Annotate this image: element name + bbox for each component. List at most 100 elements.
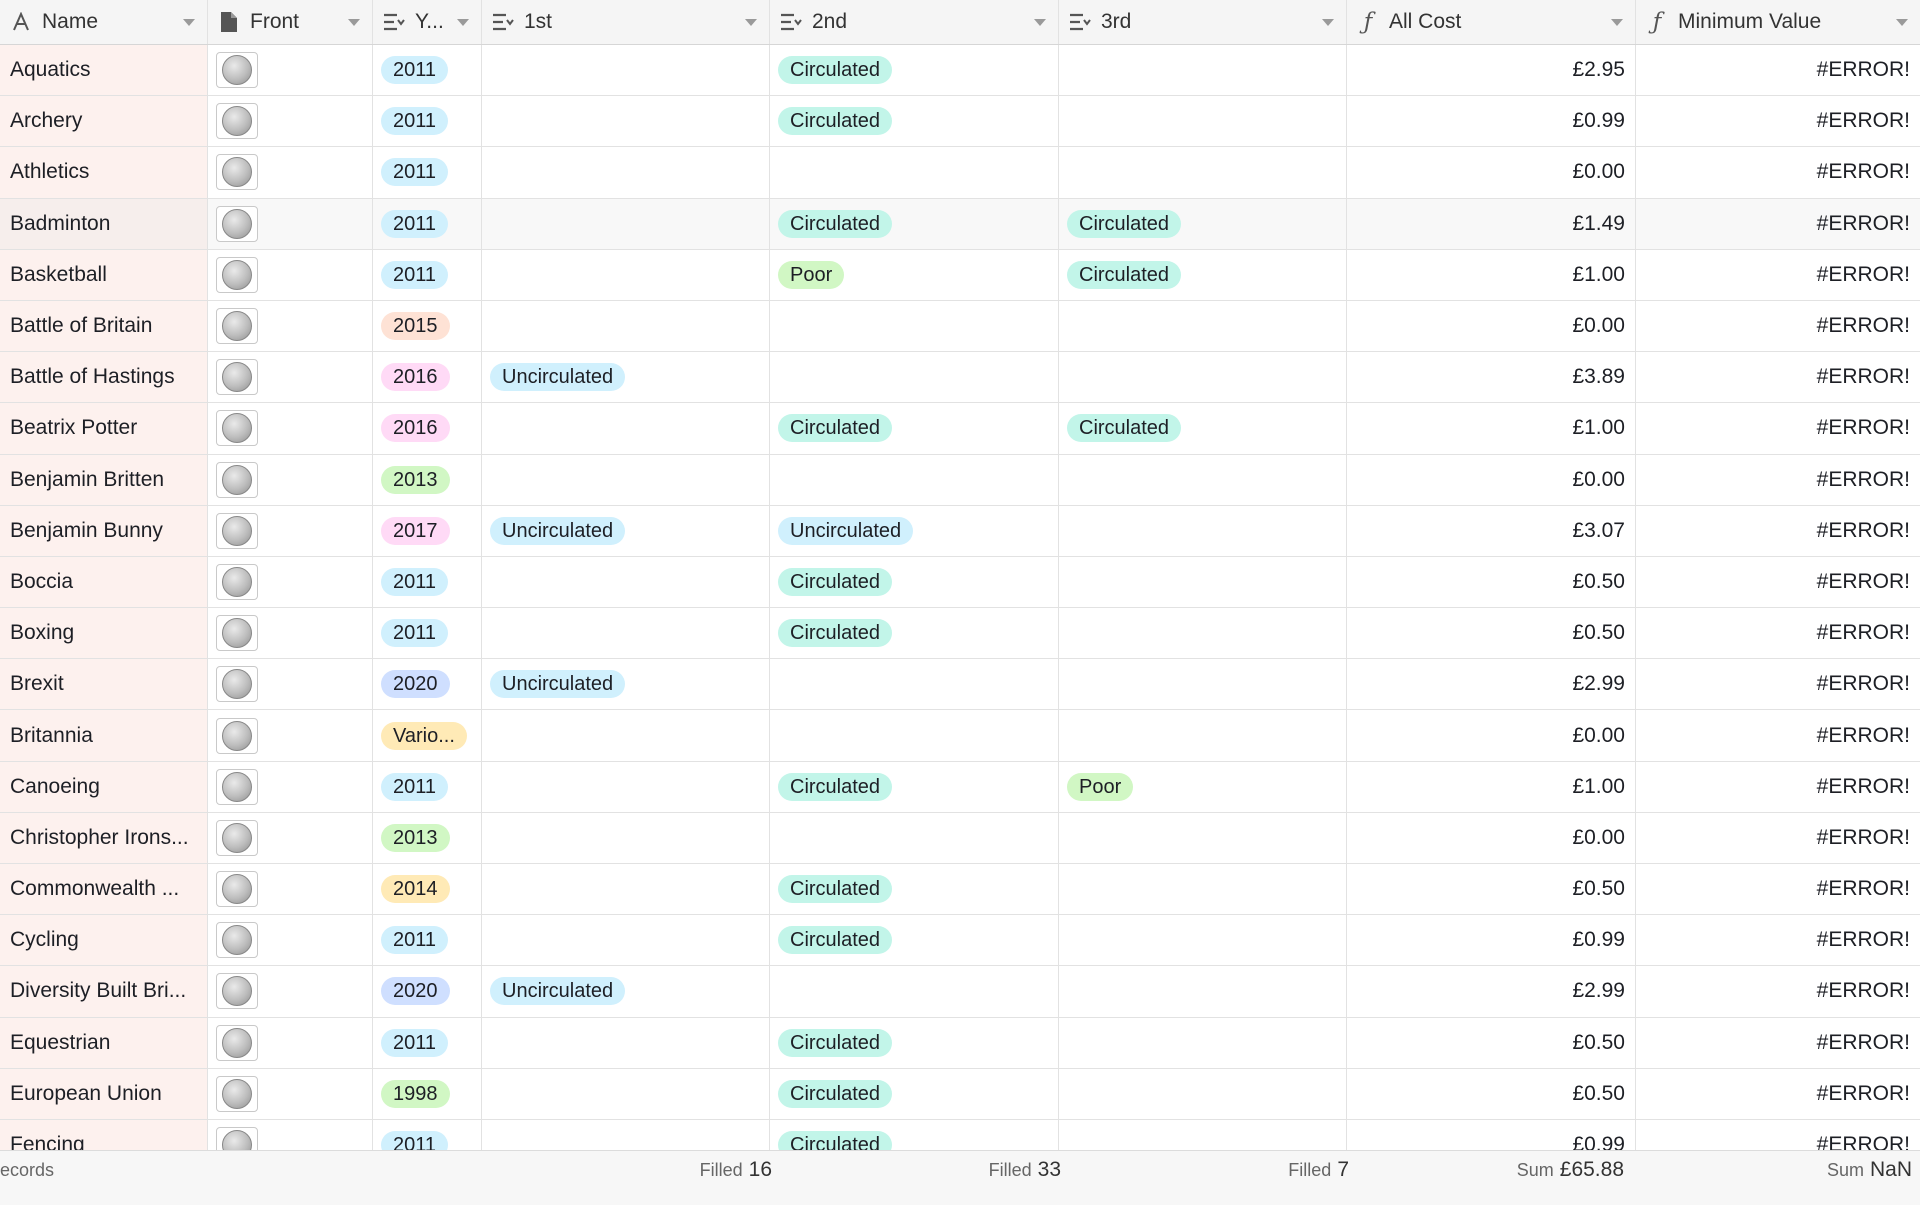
front-cell[interactable] [208,556,373,608]
table-row[interactable]: Canoeing 2011 Circulated Poor £1.00 #ERROR! [0,761,1920,813]
second-cell[interactable]: Circulated [770,1068,1059,1119]
second-cell[interactable] [770,352,1059,403]
minimum-value-cell[interactable]: #ERROR! [1636,762,1920,812]
minimum-value-cell[interactable]: #ERROR! [1636,710,1920,760]
first-cell[interactable]: Uncirculated [482,659,770,710]
all-cost-cell[interactable]: £0.50 [1347,1017,1636,1068]
table-row[interactable]: Archery 2011 Circulated £0.99 #ERROR! [0,96,1920,148]
name-cell[interactable]: Benjamin Bunny [0,505,208,556]
summary-minimum-value[interactable]: Sum NaN [1827,1151,1912,1189]
table-row[interactable]: Benjamin Bunny 2017 Uncirculated Uncirculat… [0,505,1920,557]
all-cost-cell[interactable]: £0.50 [1347,556,1636,608]
all-cost-cell[interactable]: £1.00 [1347,761,1636,812]
first-cell[interactable]: Uncirculated [482,966,770,1017]
third-cell[interactable]: Circulated [1059,403,1347,454]
summary-first[interactable]: Filled 16 [700,1151,772,1189]
second-cell[interactable]: Circulated [770,864,1059,915]
name-cell[interactable]: Basketball [0,249,208,300]
year-cell[interactable]: 2020 [373,966,482,1017]
column-header-first[interactable]: 1st [482,0,770,44]
second-cell[interactable]: Circulated [770,403,1059,454]
all-cost-cell[interactable]: £0.00 [1347,710,1636,761]
name-cell[interactable]: Archery [0,96,208,147]
front-cell[interactable] [208,505,373,556]
front-cell[interactable] [208,812,373,863]
second-cell[interactable]: Poor [770,249,1059,300]
first-cell[interactable] [482,1068,770,1119]
minimum-value-cell[interactable]: #ERROR! [1636,1018,1920,1068]
minimum-value-cell[interactable]: #ERROR! [1636,1069,1920,1119]
front-cell[interactable] [208,608,373,659]
first-cell[interactable] [482,249,770,300]
front-cell[interactable] [208,45,373,96]
third-cell[interactable]: Poor [1059,761,1347,812]
chevron-down-icon[interactable] [1611,19,1623,26]
all-cost-cell[interactable]: £2.95 [1347,45,1636,96]
third-cell[interactable]: Circulated [1059,249,1347,300]
front-cell[interactable] [208,966,373,1017]
second-cell[interactable]: Circulated [770,96,1059,147]
second-cell[interactable]: Circulated [770,198,1059,249]
first-cell[interactable] [482,403,770,454]
coin-thumbnail[interactable] [216,461,258,498]
second-cell[interactable] [770,659,1059,710]
minimum-value-cell[interactable]: #ERROR! [1636,915,1920,965]
table-row[interactable]: Athletics 2011 £0.00 #ERROR! [0,147,1920,199]
first-cell[interactable] [482,608,770,659]
coin-thumbnail[interactable] [216,256,258,293]
coin-thumbnail[interactable] [216,410,258,447]
table-row[interactable]: Benjamin Britten 2013 £0.00 #ERROR! [0,454,1920,506]
all-cost-cell[interactable]: £2.99 [1347,966,1636,1017]
first-cell[interactable] [482,761,770,812]
table-row[interactable]: Christopher Irons... 2013 £0.00 #ERROR! [0,812,1920,864]
all-cost-cell[interactable]: £1.49 [1347,198,1636,249]
third-cell[interactable] [1059,1119,1347,1171]
year-cell[interactable]: 2016 [373,352,482,403]
minimum-value-cell[interactable]: #ERROR! [1636,813,1920,863]
coin-thumbnail[interactable] [216,512,258,549]
chevron-down-icon[interactable] [457,19,469,26]
year-cell[interactable]: 2011 [373,198,482,249]
front-cell[interactable] [208,659,373,710]
third-cell[interactable] [1059,966,1347,1017]
name-cell[interactable]: Canoeing [0,761,208,812]
coin-thumbnail[interactable] [216,768,258,805]
minimum-value-cell[interactable]: #ERROR! [1636,557,1920,607]
first-cell[interactable] [482,45,770,96]
table-row[interactable]: Brexit 2020 Uncirculated £2.99 #ERROR! [0,659,1920,711]
year-cell[interactable]: 2015 [373,300,482,352]
all-cost-cell[interactable]: £0.99 [1347,915,1636,966]
year-cell[interactable]: 2011 [373,556,482,608]
second-cell[interactable] [770,710,1059,761]
year-cell[interactable]: 2011 [373,249,482,300]
first-cell[interactable] [482,1119,770,1171]
third-cell[interactable] [1059,147,1347,198]
coin-thumbnail[interactable] [216,359,258,396]
year-cell[interactable]: 2014 [373,864,482,915]
table-row[interactable]: Boccia 2011 Circulated £0.50 #ERROR! [0,556,1920,609]
second-cell[interactable] [770,812,1059,863]
name-cell[interactable]: Battle of Britain [0,300,208,352]
all-cost-cell[interactable]: £0.50 [1347,864,1636,915]
year-cell[interactable]: 2013 [373,454,482,505]
coin-thumbnail[interactable] [216,717,258,754]
name-cell[interactable]: Boxing [0,608,208,659]
minimum-value-cell[interactable]: #ERROR! [1636,147,1920,197]
third-cell[interactable] [1059,45,1347,96]
column-header-year[interactable]: Y... [373,0,482,44]
first-cell[interactable] [482,556,770,608]
third-cell[interactable] [1059,1017,1347,1068]
first-cell[interactable] [482,454,770,505]
coin-thumbnail[interactable] [216,52,258,89]
coin-thumbnail[interactable] [216,1024,258,1061]
table-row[interactable]: Britannia Vario... £0.00 #ERROR! [0,710,1920,762]
all-cost-cell[interactable]: £0.00 [1347,812,1636,863]
name-cell[interactable]: Battle of Hastings [0,352,208,403]
second-cell[interactable]: Circulated [770,1017,1059,1068]
all-cost-cell[interactable]: £0.99 [1347,96,1636,147]
name-cell[interactable]: Diversity Built Bri... [0,966,208,1017]
front-cell[interactable] [208,198,373,249]
chevron-down-icon[interactable] [1034,19,1046,26]
table-row[interactable]: Beatrix Potter 2016 Circulated Circulated £1… [0,403,1920,455]
minimum-value-cell[interactable]: #ERROR! [1636,250,1920,300]
